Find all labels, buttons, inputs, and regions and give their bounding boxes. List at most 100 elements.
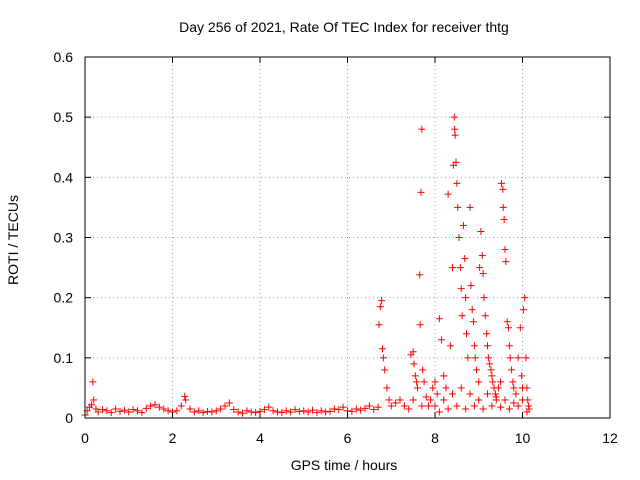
data-point xyxy=(217,405,225,413)
y-tick-label: 0.1 xyxy=(54,350,74,366)
data-point xyxy=(431,402,439,410)
data-point xyxy=(514,402,522,410)
y-tick-label: 0 xyxy=(65,410,73,426)
x-tick-label: 4 xyxy=(256,430,264,446)
data-point xyxy=(510,399,518,407)
data-point xyxy=(444,190,452,198)
data-point xyxy=(173,407,181,415)
data-point xyxy=(444,405,452,413)
data-point xyxy=(497,378,505,386)
data-point xyxy=(462,405,470,413)
data-point xyxy=(427,396,435,404)
data-point xyxy=(282,407,290,415)
data-point xyxy=(247,408,255,416)
data-point xyxy=(455,234,463,241)
data-point xyxy=(89,378,97,386)
x-tick-label: 10 xyxy=(515,430,531,446)
data-point xyxy=(523,384,531,392)
data-point xyxy=(322,408,330,416)
data-point xyxy=(506,354,514,362)
data-point xyxy=(477,227,485,235)
data-point xyxy=(463,330,470,338)
data-point xyxy=(269,407,277,415)
data-point xyxy=(518,372,526,380)
data-point xyxy=(521,294,529,302)
data-point xyxy=(400,402,408,410)
data-point xyxy=(488,372,496,380)
data-point xyxy=(416,321,424,329)
data-points xyxy=(81,113,533,419)
data-point xyxy=(103,407,111,415)
x-tick-label: 6 xyxy=(344,430,352,446)
data-point xyxy=(208,408,216,416)
data-point xyxy=(501,396,509,404)
data-point xyxy=(335,406,343,414)
data-point xyxy=(449,264,456,272)
data-point xyxy=(230,406,238,414)
data-point xyxy=(409,396,417,404)
y-tick-label: 0.3 xyxy=(54,230,74,246)
data-point xyxy=(451,131,459,139)
data-point xyxy=(186,405,194,413)
data-point xyxy=(199,409,207,417)
data-point xyxy=(120,406,128,414)
data-point xyxy=(375,321,383,329)
data-point xyxy=(221,402,229,410)
data-point xyxy=(453,402,461,410)
data-point xyxy=(487,366,495,374)
data-point xyxy=(446,342,454,350)
data-point xyxy=(424,402,432,410)
data-point xyxy=(510,384,518,392)
data-point xyxy=(387,402,395,410)
y-tick-label: 0.6 xyxy=(54,49,74,65)
data-point xyxy=(456,264,464,272)
data-point xyxy=(484,354,492,362)
data-point xyxy=(442,384,450,392)
data-point xyxy=(451,125,459,133)
data-point xyxy=(449,390,456,398)
data-point xyxy=(107,409,115,417)
data-point xyxy=(376,303,384,311)
data-point xyxy=(182,396,190,404)
data-point xyxy=(204,407,211,415)
data-point xyxy=(116,407,124,415)
y-axis-label: ROTI / TECUs xyxy=(5,195,21,285)
data-point xyxy=(450,113,458,121)
data-point xyxy=(304,408,312,416)
data-point xyxy=(177,402,185,410)
data-point xyxy=(160,405,168,413)
data-point xyxy=(509,378,517,386)
data-point xyxy=(300,407,308,415)
data-point xyxy=(433,390,441,398)
data-point xyxy=(505,324,512,332)
data-point xyxy=(470,342,478,350)
data-point xyxy=(481,312,489,320)
data-point xyxy=(497,403,505,411)
data-point xyxy=(239,409,246,417)
data-point xyxy=(435,408,443,416)
data-point xyxy=(195,407,203,415)
data-point xyxy=(409,348,417,356)
data-point xyxy=(440,372,448,380)
data-point xyxy=(473,366,481,374)
y-tick-label: 0.5 xyxy=(54,109,74,125)
data-point xyxy=(313,409,321,417)
data-point xyxy=(498,179,505,187)
data-point xyxy=(326,407,334,415)
data-point xyxy=(457,384,465,392)
data-point xyxy=(431,378,439,386)
data-point xyxy=(484,342,491,350)
data-point xyxy=(420,378,428,386)
data-point xyxy=(476,264,484,272)
data-point xyxy=(385,396,393,404)
data-point xyxy=(112,405,120,413)
data-point xyxy=(519,306,527,314)
data-point xyxy=(489,378,497,386)
data-point xyxy=(379,345,386,353)
data-point xyxy=(392,399,400,407)
data-point xyxy=(287,408,295,416)
data-point xyxy=(499,185,507,193)
data-point xyxy=(234,408,242,416)
data-point xyxy=(461,255,469,263)
